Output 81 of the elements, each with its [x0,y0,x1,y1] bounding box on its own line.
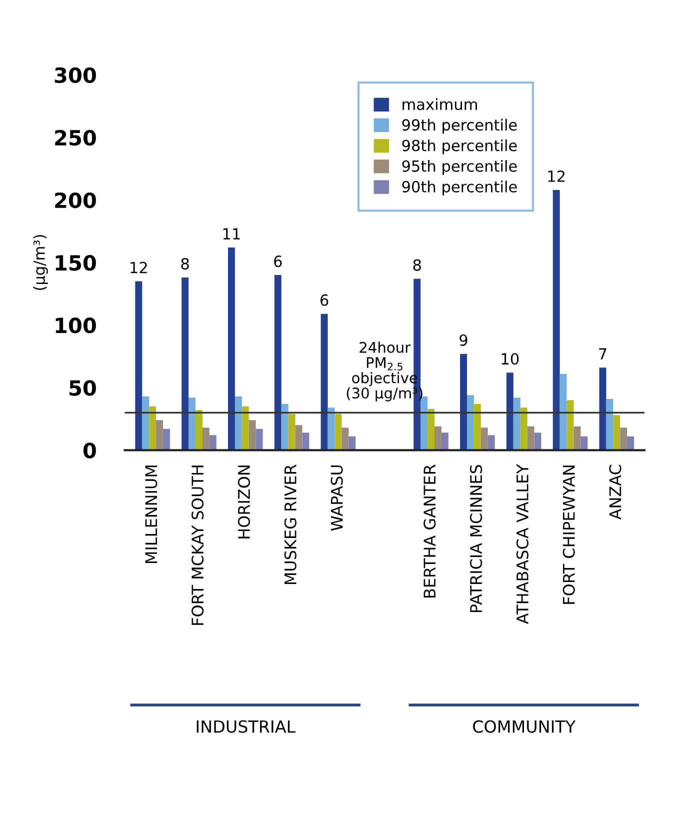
bar [527,426,534,450]
bar [163,428,170,450]
bar [580,436,588,450]
y-tick-label: 250 [55,130,96,146]
bar [460,354,467,450]
bar [474,404,481,450]
y-tick-label: 300 [54,67,96,84]
bar [434,426,442,450]
bar [348,436,356,450]
bar [480,428,488,450]
annotation: 8 [413,259,421,271]
annotation: 6 [320,294,328,306]
legend-label: 95th percentile [402,160,517,175]
bar [320,314,328,450]
bar [256,428,263,450]
y-tick-label: 50 [70,380,96,396]
bar [560,374,567,450]
bar [620,428,628,450]
text: INDUSTRIAL [196,720,296,733]
x-tick-label: ANZAC [609,464,622,520]
bar [513,398,520,450]
annotation: 11 [223,228,240,240]
bar [274,275,282,450]
bar [156,420,164,450]
bar [142,396,150,450]
x-tick-label: MUSKEG RIVER [284,464,296,584]
bar [599,368,606,450]
x-tick-label: MILLENNIUM [145,466,158,563]
bar [196,410,202,450]
bar [281,404,288,450]
bar [295,425,302,450]
bar [606,398,614,450]
bar [302,432,310,450]
bar [202,428,210,450]
x-tick-label: WAPASU [330,465,343,531]
bar [182,278,189,450]
x-tick-label: ATHABASCA VALLEY [516,464,528,624]
text: COMMUNITY [473,720,576,733]
x-tick-label: FORT MCKAY SOUTH [192,466,204,625]
bar [248,420,256,450]
x-tick-label: FORT CHIPEWYAN [562,466,575,604]
annotation: 7 [599,348,606,360]
bar [342,428,349,450]
bar [428,408,434,450]
bar [420,396,428,450]
bar [234,396,242,450]
legend-label: 99th percentile [402,118,517,134]
bar [242,406,249,450]
bar [574,426,581,450]
annotation: 12 [548,170,565,182]
y-tick-label: 150 [56,254,96,271]
bar [466,395,474,450]
bar [209,435,216,450]
bar [552,190,560,450]
bar [288,414,296,450]
bar [188,398,196,450]
y-axis-title: (µg/m³) [33,235,48,290]
legend-label: 98th percentile [402,139,517,154]
annotation: 12 [130,262,147,274]
annotation: 6 [274,256,282,268]
y-tick-label: 0 [83,442,96,458]
legend-label: maximum [402,98,477,110]
bar [488,435,495,450]
bar [627,436,634,450]
annotation: 9 [460,334,468,346]
bar [149,406,156,450]
bar [506,372,514,450]
annotation: 8 [181,258,189,270]
bar [135,281,142,450]
bar [520,408,528,450]
y-tick-label: 100 [56,318,96,334]
bar [441,432,448,450]
bar [613,415,620,450]
annotation: 10 [502,353,519,365]
x-tick-label: PATRICIA MCINNES [470,464,482,612]
bar [334,414,342,450]
y-tick-label: 200 [55,192,96,208]
x-tick-label: HORIZON [238,466,250,538]
legend-label: 90th percentile [402,180,517,196]
x-tick-label: BERTHA GANTER [424,464,436,598]
bar [228,248,235,450]
